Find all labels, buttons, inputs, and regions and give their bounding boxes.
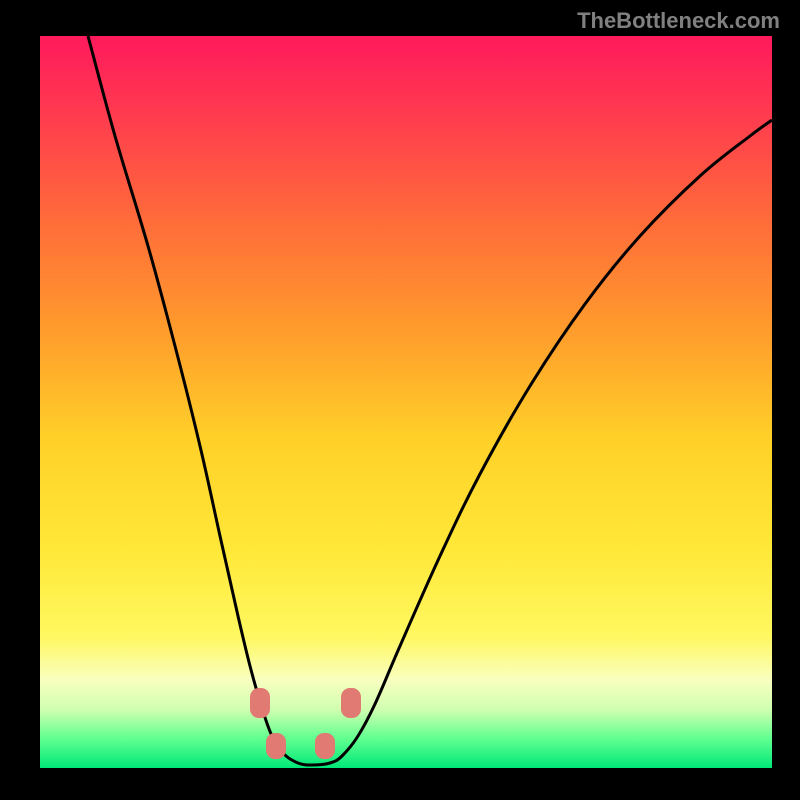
plot-gradient bbox=[40, 36, 772, 768]
bottleneck-chart bbox=[0, 0, 800, 800]
chart-container: TheBottleneck.com bbox=[0, 0, 800, 800]
watermark: TheBottleneck.com bbox=[577, 8, 780, 34]
curve-marker bbox=[266, 733, 286, 759]
curve-marker bbox=[250, 688, 270, 718]
curve-marker bbox=[315, 733, 335, 759]
curve-marker bbox=[341, 688, 361, 718]
